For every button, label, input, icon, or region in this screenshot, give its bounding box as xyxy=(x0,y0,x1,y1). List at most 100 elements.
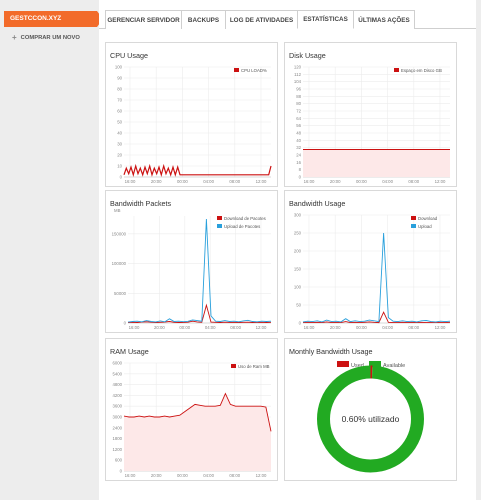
y-tick-label: 16 xyxy=(296,160,301,165)
y-tick-label: 4200 xyxy=(112,393,122,398)
bandwidth-packets-chart: 0 50000 100000 150000 16:00 20:00 00:00 04:00 08… xyxy=(112,208,272,330)
y-tick-label: 40 xyxy=(117,131,122,136)
tab-bar: GERENCIAR SERVIDOR BACKUPS LOG DE ATIVID… xyxy=(105,10,415,29)
tab-manage-server[interactable]: GERENCIAR SERVIDOR xyxy=(105,10,182,29)
y-tick-label: 64 xyxy=(296,116,301,121)
x-tick-label: 16:00 xyxy=(129,325,140,330)
tab-last-actions[interactable]: ÚLTIMAS AÇÕES xyxy=(353,10,415,29)
y-tick-label: 100000 xyxy=(112,261,127,266)
x-tick-label: 12:00 xyxy=(256,179,267,184)
x-tick-label: 20:00 xyxy=(151,179,162,184)
y-tick-label: 600 xyxy=(115,458,123,463)
y-tick-label: 80 xyxy=(117,87,122,92)
bandwidth-usage-chart: 0 50 100 150 200 250 300 16:00 20:00 00:00 04:00 08… xyxy=(294,213,451,330)
x-tick-label: 00:00 xyxy=(177,473,188,478)
legend-label: Upload xyxy=(418,224,432,229)
x-tick-label: 16:00 xyxy=(125,179,136,184)
x-tick-label: 08:00 xyxy=(230,325,241,330)
y-tick-label: 30 xyxy=(117,142,122,147)
y-tick-label: 3000 xyxy=(112,415,122,420)
tab-statistics[interactable]: ESTATÍSTICAS xyxy=(297,10,354,29)
disk-chart: 0 8 16 24 32 40 48 56 64 72 80 88 96 104 112 120 16:00 20… xyxy=(294,65,450,184)
y-tick-label: 40 xyxy=(296,138,301,143)
y-tick-label: 32 xyxy=(296,145,301,150)
x-tick-label: 08:00 xyxy=(408,179,419,184)
series-line xyxy=(302,311,451,324)
disk-usage-panel: Disk Usage 0 8 16 24 32 40 48 56 64 72 80 88 96 104 11… xyxy=(284,42,457,187)
bandwidth-usage-panel: Bandwidth Usage 0 50 100 150 200 250 300 16:00 2… xyxy=(284,190,457,333)
y-tick-label: 150000 xyxy=(112,231,127,236)
y-tick-label: 1200 xyxy=(112,447,122,452)
tab-backups[interactable]: BACKUPS xyxy=(181,10,226,29)
x-tick-label: 04:00 xyxy=(382,325,393,330)
series-line xyxy=(123,163,272,177)
monthly-bandwidth-chart: Used Available 0.60% utilizado xyxy=(317,361,424,473)
y-tick-label: 50 xyxy=(117,120,122,125)
x-tick-label: 00:00 xyxy=(179,325,190,330)
y-tick-label: 20 xyxy=(117,153,122,158)
y-tick-label: 88 xyxy=(296,94,301,99)
x-tick-label: 04:00 xyxy=(203,473,214,478)
y-tick-label: 8 xyxy=(299,167,302,172)
x-tick-label: 20:00 xyxy=(154,325,165,330)
legend-swatch xyxy=(234,68,239,72)
x-tick-label: 12:00 xyxy=(435,325,446,330)
y-tick-label: 300 xyxy=(294,213,302,218)
y-tick-label: 60 xyxy=(117,109,122,114)
y-tick-label: 0 xyxy=(120,175,123,180)
bandwidth-packets-panel: Bandwidth Packets 0 50000 100000 150000 16:0… xyxy=(105,190,278,333)
y-tick-label: 250 xyxy=(294,231,302,236)
legend-label: Used xyxy=(351,363,364,369)
x-tick-label: 16:00 xyxy=(125,473,136,478)
legend-label: Uso de Ram MB xyxy=(238,364,270,369)
x-tick-label: 04:00 xyxy=(203,179,214,184)
monthly-bandwidth-panel: Monthly Bandwidth Usage Used Available 0.6… xyxy=(284,338,457,481)
y-tick-label: 120 xyxy=(294,65,302,70)
x-tick-label: 20:00 xyxy=(330,179,341,184)
y-tick-label: 0 xyxy=(299,175,302,180)
panel-title: CPU Usage xyxy=(110,51,148,60)
x-tick-label: 08:00 xyxy=(408,325,419,330)
donut-center-label: 0.60% utilizado xyxy=(342,414,400,424)
y-tick-label: 1800 xyxy=(112,436,122,441)
y-tick-label: 2400 xyxy=(112,425,122,430)
y-tick-label: 0 xyxy=(124,321,127,326)
y-tick-label: 70 xyxy=(117,98,122,103)
domain-item[interactable]: GESTCCON.XYZ xyxy=(4,11,103,27)
legend-swatch xyxy=(394,68,399,72)
legend-swatch xyxy=(369,361,381,367)
legend-swatch xyxy=(411,224,416,228)
y-tick-label: 72 xyxy=(296,109,301,114)
y-tick-label: 150 xyxy=(294,267,302,272)
y-tick-label: 48 xyxy=(296,131,301,136)
buy-new-link[interactable]: + COMPRAR UM NOVO xyxy=(12,33,80,42)
y-tick-label: 10 xyxy=(117,164,122,169)
y-tick-label: 50 xyxy=(296,303,301,308)
legend-label: Upload de Pacotes xyxy=(224,224,260,229)
series-line xyxy=(123,392,272,432)
tab-activity-log[interactable]: LOG DE ATIVIDADES xyxy=(225,10,298,29)
x-tick-label: 12:00 xyxy=(435,179,446,184)
y-tick-label: 56 xyxy=(296,123,301,128)
plus-icon: + xyxy=(12,33,17,42)
panel-title: Monthly Bandwidth Usage xyxy=(289,347,373,356)
y-tick-label: 50000 xyxy=(114,291,127,296)
x-tick-label: 16:00 xyxy=(304,325,315,330)
buy-new-label: COMPRAR UM NOVO xyxy=(20,34,80,41)
ram-chart: 0 600 1200 1800 2400 3000 3600 4200 4800 5400 6000… xyxy=(112,361,272,478)
y-tick-label: 90 xyxy=(117,76,122,81)
x-tick-label: 00:00 xyxy=(356,179,367,184)
cpu-usage-panel: CPU Usage 0 10 20 30 40 50 60 70 80 90 100 16:00 20:… xyxy=(105,42,278,187)
y-tick-label: 6000 xyxy=(112,361,122,366)
legend-label: Download de Pacotes xyxy=(224,216,266,221)
y-tick-label: 100 xyxy=(294,285,302,290)
x-tick-label: 12:00 xyxy=(256,325,267,330)
y-tick-label: 112 xyxy=(294,72,301,77)
y-tick-label: 96 xyxy=(296,87,301,92)
legend-label: Espaço em Disco GB xyxy=(401,68,442,73)
y-tick-label: 80 xyxy=(296,101,301,106)
legend-swatch xyxy=(411,216,416,220)
series-area xyxy=(303,149,450,177)
y-tick-label: 0 xyxy=(299,321,302,326)
y-tick-label: 200 xyxy=(294,249,302,254)
